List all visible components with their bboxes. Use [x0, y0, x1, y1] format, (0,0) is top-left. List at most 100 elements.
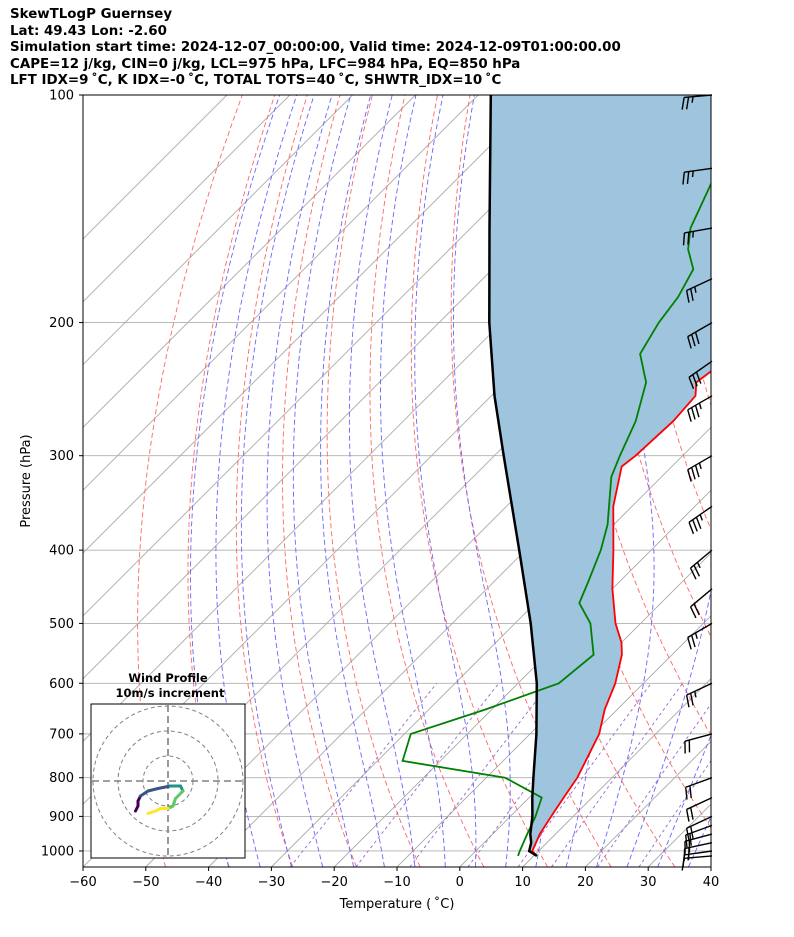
time-line: Simulation start time: 2024-12-07_00:00:… [10, 40, 621, 56]
y-tick-label: 400 [49, 544, 74, 559]
isotherm [83, 95, 353, 366]
wind-barb [685, 278, 713, 303]
y-tick-label: 600 [49, 677, 74, 692]
moist-adiabat [414, 95, 477, 867]
y-tick-label: 1000 [41, 844, 74, 859]
mixing-ratio-line [551, 683, 683, 867]
dry-adiabat [282, 95, 357, 867]
moist-adiabat [380, 95, 446, 867]
moist-adiabat [292, 95, 355, 867]
wind-barb [687, 395, 713, 422]
parcel-line [488, 95, 539, 857]
hodograph-subtitle: 10m/s increment [116, 686, 225, 700]
wind-barb [684, 733, 713, 754]
isotherm [83, 95, 479, 491]
moist-adiabat [348, 95, 416, 867]
dry-adiabat [369, 95, 485, 867]
isotherm [522, 677, 711, 867]
y-tick-label: 900 [49, 810, 74, 825]
profile-lines [401, 95, 711, 857]
wind-barb [687, 622, 713, 650]
moist-adiabat [240, 95, 315, 867]
y-tick-label: 100 [49, 89, 74, 104]
dewpoint-line [401, 181, 711, 857]
x-tick-label: −10 [383, 875, 410, 890]
x-tick-label: 10 [514, 875, 531, 890]
hodograph-segment [146, 809, 157, 815]
mixing-ratio-line [597, 703, 711, 867]
cape-area [489, 95, 711, 856]
chart-header: SkewTLogP Guernsey Lat: 49.43 Lon: -2.60… [10, 7, 621, 90]
moist-adiabat [190, 95, 281, 867]
hodograph-segment [156, 784, 172, 790]
wind-barb [681, 855, 713, 871]
location-line: Lat: 49.43 Lon: -2.60 [10, 23, 167, 39]
dry-adiabat [410, 95, 548, 867]
wind-barbs [681, 94, 713, 871]
y-tick-label: 500 [49, 617, 74, 632]
wind-barb [682, 167, 713, 185]
temperature-line [531, 370, 711, 857]
x-tick-label: 20 [577, 875, 594, 890]
mixing-ratio-line [289, 683, 438, 867]
mixing-ratio-line [355, 683, 500, 867]
isotherm [83, 95, 291, 303]
x-axis-label: Temperature ( ˚C) [339, 896, 455, 912]
wind-barb [682, 850, 713, 868]
x-tick-label: −50 [132, 875, 159, 890]
wind-barb [684, 777, 713, 800]
wind-barb [687, 321, 713, 349]
isotherm [333, 489, 711, 867]
wind-barb [688, 360, 713, 390]
wind-barb [685, 796, 713, 822]
chart-title: SkewTLogP Guernsey [10, 7, 173, 22]
x-tick-label: 30 [640, 875, 657, 890]
dry-adiabat [235, 95, 308, 867]
hodograph-segment [146, 787, 160, 793]
y-tick-label: 200 [49, 316, 74, 331]
hodograph-segment [139, 789, 150, 798]
wind-barb [685, 682, 713, 708]
dry-adiabat [450, 95, 612, 867]
hodograph-title: Wind Profile [128, 671, 208, 685]
y-tick-label: 300 [49, 449, 74, 464]
stability-indices-line: LFT IDX=9 ˚C, K IDX=-0 ˚C, TOTAL TOTS=40… [10, 73, 502, 89]
wind-barb [689, 549, 713, 580]
y-axis-label: Pressure (hPa) [19, 434, 34, 527]
moist-adiabat [215, 95, 298, 867]
x-tick-label: −30 [258, 875, 285, 890]
y-tick-label: 700 [49, 727, 74, 742]
dry-adiabat [697, 95, 711, 240]
y-tick-label: 800 [49, 771, 74, 786]
moist-adiabat [266, 95, 333, 867]
isotherm [710, 866, 711, 867]
parcel-indices-line: CAPE=12 j/kg, CIN=0 j/kg, LCL=975 hPa, L… [10, 56, 521, 72]
x-tick-label: 40 [703, 875, 720, 890]
wind-barb [687, 455, 713, 482]
isotherm [271, 426, 711, 867]
mixing-ratio-line [517, 683, 652, 867]
x-tick-label: −60 [69, 875, 96, 890]
hodograph-inset: Wind Profile 10m/s increment [90, 671, 246, 859]
isotherm [83, 95, 542, 554]
wind-barb [689, 588, 713, 619]
mixing-ratio-line [638, 759, 711, 867]
isotherm [396, 552, 711, 867]
dry-adiabat [763, 95, 794, 867]
dry-adiabat [187, 95, 276, 867]
moist-adiabat [626, 95, 711, 867]
moist-adiabat [453, 95, 511, 867]
hodograph-segment [174, 789, 185, 800]
x-tick-label: −20 [320, 875, 347, 890]
mixing-ratio-line [409, 683, 550, 867]
axes: Temperature ( ˚C) Pressure (hPa) −60 −50 −… [19, 89, 719, 913]
dry-adiabat [730, 95, 794, 867]
moist-adiabat [657, 733, 711, 867]
x-tick-label: −40 [195, 875, 222, 890]
wind-barb [688, 505, 713, 535]
isotherm [83, 95, 605, 617]
wind-barb [681, 94, 713, 110]
x-tick-label: 0 [456, 875, 464, 890]
moist-adiabat [719, 95, 794, 867]
